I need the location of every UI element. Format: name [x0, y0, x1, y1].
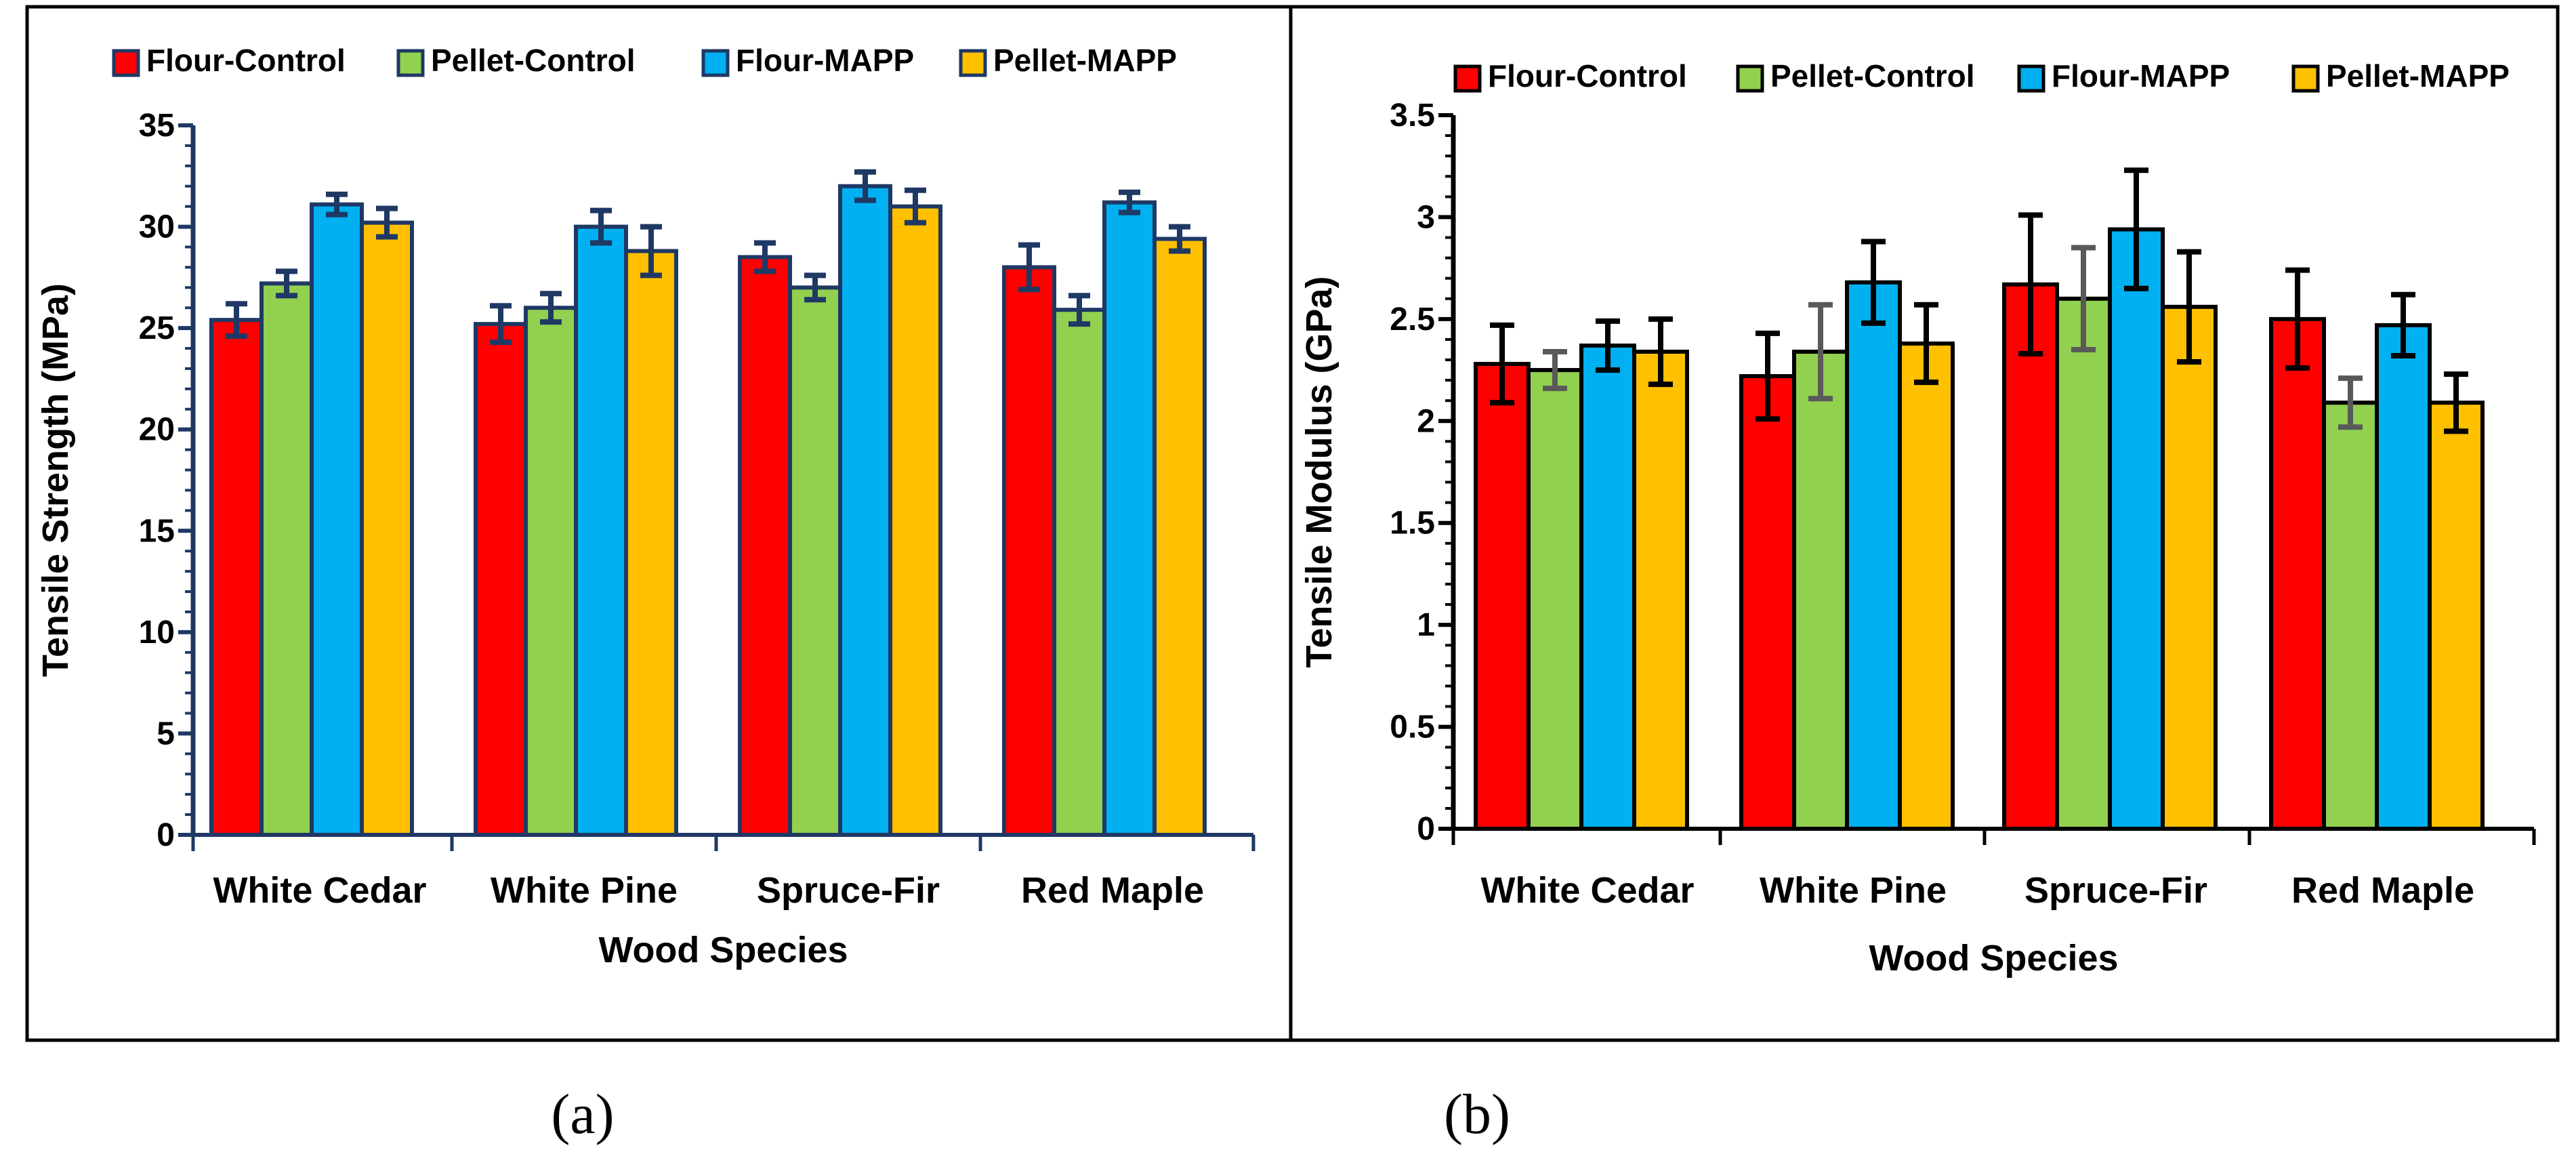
- x-category-label: White Cedar: [213, 870, 426, 911]
- bar: [1152, 236, 1207, 837]
- x-category-label: White Pine: [491, 870, 678, 911]
- bar: [624, 249, 678, 837]
- x-category-label: White Cedar: [1480, 870, 1694, 911]
- y-tick-label: 5: [157, 716, 175, 752]
- y-tick-label: 10: [139, 615, 175, 651]
- bar: [2428, 400, 2485, 831]
- bar: [209, 318, 264, 838]
- y-tick-label: 30: [139, 209, 175, 245]
- bar: [888, 204, 942, 837]
- bar: [1792, 349, 1849, 831]
- x-category-label: Spruce-Fir: [757, 870, 940, 911]
- legend-label: Pellet-MAPP: [2326, 58, 2510, 94]
- legend-label: Pellet-Control: [431, 43, 636, 78]
- bar: [1002, 265, 1056, 837]
- caption-b: (b): [1444, 1083, 1510, 1146]
- y-tick-label: 35: [139, 108, 175, 144]
- legend-label: Pellet-Control: [1770, 58, 1975, 94]
- bar: [310, 202, 364, 837]
- x-axis-title: Wood Species: [598, 930, 848, 970]
- bar: [1474, 362, 1531, 831]
- bar: [1898, 341, 1955, 831]
- legend-swatch: [2291, 64, 2320, 93]
- legend-label: Flour-Control: [146, 43, 346, 78]
- y-tick-label: 1.5: [1390, 506, 1435, 541]
- y-axis-title: Tensile Modulus (GPa): [1299, 276, 1339, 667]
- y-tick-label: 3: [1417, 199, 1435, 235]
- y-tick-label: 2.5: [1390, 302, 1435, 337]
- legend-swatch: [2017, 64, 2045, 93]
- bar: [1526, 368, 1583, 831]
- y-axis-title: Tensile Strength (MPa): [35, 283, 76, 677]
- x-category-label: Red Maple: [2291, 870, 2474, 911]
- bar: [738, 255, 792, 837]
- bar: [2055, 296, 2112, 831]
- bar: [1052, 308, 1106, 838]
- bar: [2375, 323, 2432, 831]
- bar: [259, 281, 314, 837]
- chart-panel-b: 0 0.5 1 1.5 2 2.5 3 3.5 White Cedar White Pine Spr…: [1299, 58, 2536, 979]
- bar: [838, 184, 892, 837]
- y-tick-label: 0: [1417, 811, 1435, 847]
- y-tick-label: 20: [139, 412, 175, 448]
- legend-label: Flour-MAPP: [736, 43, 914, 78]
- y-tick-label: 25: [139, 310, 175, 346]
- chart-panel-a: 0 5 10 15 20 25 30 35 White Cedar White Pine Spruc…: [35, 43, 1255, 970]
- bar: [1579, 343, 1636, 831]
- bar: [2002, 282, 2059, 831]
- legend-swatch: [701, 49, 730, 77]
- bar: [1102, 200, 1157, 838]
- bar: [788, 285, 842, 838]
- x-category-label: Red Maple: [1021, 870, 1204, 911]
- y-tick-label: 0.5: [1390, 709, 1435, 745]
- legend-swatch: [112, 49, 140, 77]
- legend-swatch: [1736, 64, 1764, 93]
- x-category-label: Spruce-Fir: [2024, 870, 2207, 911]
- x-axis-title: Wood Species: [1869, 938, 2118, 979]
- legend-label: Flour-MAPP: [2052, 58, 2230, 94]
- x-category-label: White Pine: [1760, 870, 1947, 911]
- y-tick-label: 0: [157, 817, 175, 853]
- bar: [360, 220, 414, 837]
- legend-label: Pellet-MAPP: [993, 43, 1177, 78]
- y-tick-label: 1: [1417, 607, 1435, 643]
- bar: [574, 224, 628, 838]
- y-tick-label: 15: [139, 513, 175, 549]
- bar: [1845, 280, 1902, 831]
- bar: [2161, 304, 2218, 831]
- legend-swatch: [959, 49, 987, 77]
- bar: [474, 322, 528, 838]
- bar: [524, 306, 578, 837]
- y-tick-label: 2: [1417, 403, 1435, 439]
- legend-swatch: [396, 49, 425, 77]
- legend-label: Flour-Control: [1488, 58, 1687, 94]
- bar: [1632, 349, 1689, 831]
- bar: [1739, 374, 1796, 831]
- bar: [2269, 316, 2326, 831]
- y-tick-label: 3.5: [1390, 98, 1435, 133]
- caption-a: (a): [551, 1083, 614, 1146]
- bar: [2108, 227, 2165, 831]
- legend-swatch: [1453, 64, 1482, 93]
- bar: [2322, 400, 2379, 831]
